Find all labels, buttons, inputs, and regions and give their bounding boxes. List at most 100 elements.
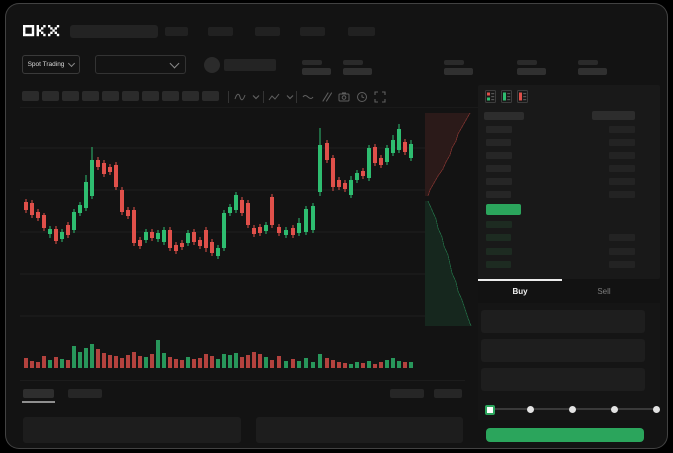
bids-book-icon[interactable] <box>501 90 512 103</box>
candlestick <box>385 148 389 162</box>
bottom-content-panel <box>23 417 241 443</box>
ask-price-skeleton[interactable] <box>486 126 512 133</box>
bottom-action-skeleton[interactable] <box>434 389 462 398</box>
logo-pixel <box>36 27 39 30</box>
ask-price-skeleton[interactable] <box>486 139 511 146</box>
interval-skeleton[interactable] <box>22 91 39 101</box>
camera-icon[interactable] <box>338 91 350 103</box>
candlestick <box>54 229 58 241</box>
bid-price-skeleton[interactable] <box>486 248 512 255</box>
logo-pixel <box>43 25 46 28</box>
slider-stop[interactable] <box>527 405 535 413</box>
ask-price-skeleton[interactable] <box>486 165 511 172</box>
volume-bar <box>270 360 274 368</box>
interval-skeleton[interactable] <box>162 91 179 101</box>
bottom-separator <box>20 380 465 381</box>
volume-bar <box>30 361 34 368</box>
nav-item-skeleton[interactable] <box>255 27 280 36</box>
candlestick <box>355 173 359 180</box>
interval-skeleton[interactable] <box>102 91 119 101</box>
volume-bar <box>297 361 301 368</box>
candle-type-icon[interactable] <box>234 91 246 103</box>
ask-price-skeleton[interactable] <box>486 152 512 159</box>
slider-stop[interactable] <box>569 405 576 413</box>
indicators-icon[interactable] <box>268 91 280 103</box>
chevron-down-icon[interactable] <box>284 91 296 103</box>
slider-stop[interactable] <box>652 405 660 413</box>
bottom-action-skeleton[interactable] <box>390 389 424 398</box>
candlestick <box>216 248 220 256</box>
asks-book-icon[interactable] <box>517 90 528 103</box>
last-price-bar[interactable] <box>486 204 521 215</box>
volume-bar <box>180 360 184 368</box>
bottom-tab-skeleton-active[interactable] <box>23 389 54 398</box>
bid-price-skeleton[interactable] <box>486 261 511 268</box>
candlestick <box>264 225 268 231</box>
interval-skeleton[interactable] <box>42 91 59 101</box>
logo-pixel <box>31 25 35 28</box>
volume-bar <box>331 360 335 368</box>
fullscreen-icon[interactable] <box>374 91 386 103</box>
candlestick <box>204 230 208 248</box>
volume-bar <box>162 353 166 368</box>
buy-tab-indicator <box>478 279 562 281</box>
search-skeleton[interactable] <box>70 25 158 38</box>
nav-item-skeleton[interactable] <box>165 27 188 36</box>
buy-button[interactable] <box>486 428 644 442</box>
candlestick <box>42 215 46 228</box>
interval-skeleton[interactable] <box>62 91 79 101</box>
bid-price-skeleton[interactable] <box>486 221 512 228</box>
nav-item-skeleton[interactable] <box>208 27 233 36</box>
tab-buy[interactable]: Buy <box>512 287 528 296</box>
volume-bar <box>42 356 46 368</box>
candlestick <box>84 182 88 208</box>
volume-bar <box>144 357 148 368</box>
bottom-tab-skeleton[interactable] <box>68 389 102 398</box>
nav-item-skeleton[interactable] <box>300 27 325 36</box>
volume-bar <box>240 357 244 368</box>
volume-bar <box>304 358 308 368</box>
candlestick <box>331 158 335 187</box>
slider-stop[interactable] <box>610 405 618 413</box>
price-input[interactable] <box>481 310 645 333</box>
chevron-down-icon[interactable] <box>250 91 262 103</box>
market-type-dropdown[interactable]: Spot Trading <box>22 55 80 74</box>
tab-sell[interactable]: Sell <box>597 287 611 296</box>
interval-skeleton[interactable] <box>142 91 159 101</box>
bid-price-skeleton[interactable] <box>486 234 511 241</box>
volume-bar <box>361 363 365 368</box>
candlestick <box>349 180 353 195</box>
depth-asks-line <box>427 112 471 197</box>
candlestick <box>36 212 40 218</box>
compare-icon[interactable] <box>320 91 332 103</box>
stat-value-skeleton <box>578 68 607 75</box>
clock-icon[interactable] <box>356 91 368 103</box>
slider-handle-active[interactable] <box>485 405 495 415</box>
total-input[interactable] <box>481 368 645 391</box>
interval-skeleton[interactable] <box>202 91 219 101</box>
volume-bar <box>90 344 94 368</box>
interval-skeleton[interactable] <box>182 91 199 101</box>
volume-bar <box>60 359 64 368</box>
volume-bar <box>168 357 172 368</box>
candlestick <box>318 145 322 192</box>
amount-input[interactable] <box>481 339 645 362</box>
logo-pixel <box>23 31 26 34</box>
logo-pixel <box>38 29 42 32</box>
interval-skeleton[interactable] <box>122 91 139 101</box>
line-chart-icon[interactable] <box>302 91 314 103</box>
volume-bar <box>72 346 76 368</box>
pair-selector-dropdown[interactable] <box>95 55 186 74</box>
candlestick <box>373 147 377 163</box>
ask-price-skeleton[interactable] <box>486 178 512 185</box>
interval-skeleton[interactable] <box>82 91 99 101</box>
candlestick <box>291 228 295 235</box>
candlestick <box>304 209 308 232</box>
volume-bar <box>311 362 315 368</box>
trade-tabs <box>478 279 660 303</box>
ask-price-skeleton[interactable] <box>486 191 511 198</box>
logo-pixel <box>41 27 44 30</box>
combined-book-icon[interactable] <box>485 90 496 103</box>
candlestick-chart[interactable] <box>20 108 478 375</box>
nav-item-skeleton[interactable] <box>348 27 375 36</box>
